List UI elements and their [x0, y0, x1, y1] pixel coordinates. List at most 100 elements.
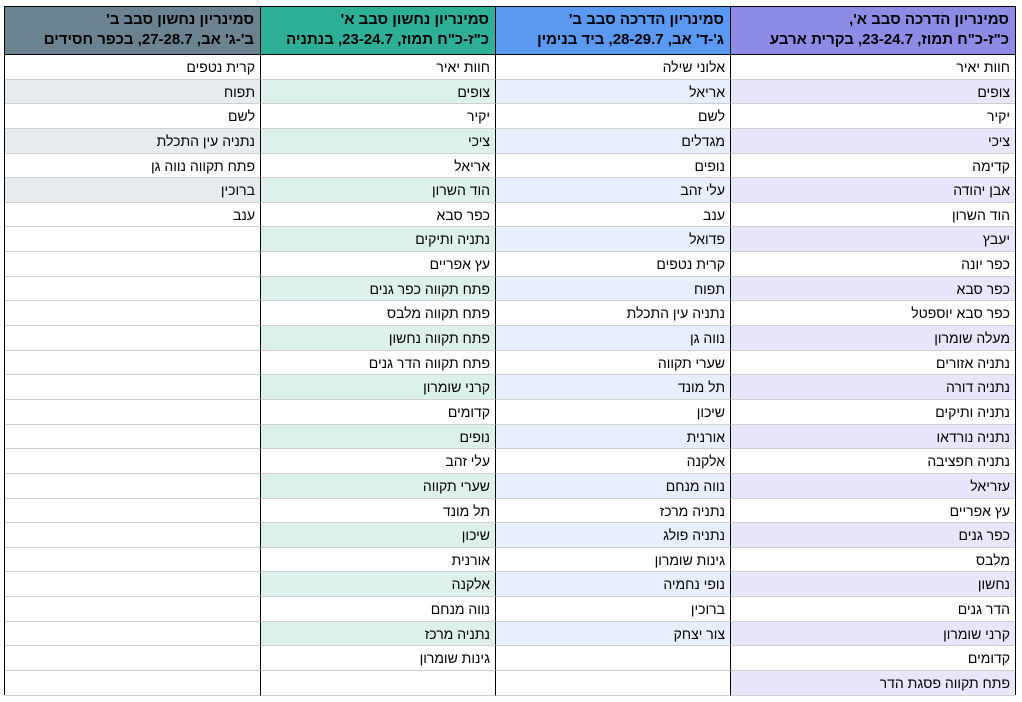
table-cell[interactable]: נופים: [260, 424, 495, 450]
column-header-1[interactable]: סמינריון הדרכה סבב א', כ"ז-כ"ח תמוז, 23-2…: [730, 7, 1015, 55]
table-cell[interactable]: עלי זהב: [260, 449, 495, 474]
table-cell[interactable]: עזריאל: [730, 473, 1015, 499]
table-cell[interactable]: נופים: [495, 153, 730, 179]
table-cell[interactable]: הדר גנים: [730, 597, 1015, 622]
table-cell[interactable]: [5, 621, 260, 647]
table-cell[interactable]: צור יצחק: [495, 621, 730, 647]
table-cell[interactable]: פתח תקווה נחשון: [260, 326, 495, 351]
table-cell[interactable]: ענב: [5, 202, 260, 228]
table-cell[interactable]: שערי תקווה: [495, 350, 730, 376]
table-cell[interactable]: עץ אפריים: [260, 252, 495, 277]
table-cell[interactable]: [5, 399, 260, 425]
table-cell[interactable]: אריאל: [495, 79, 730, 105]
table-cell[interactable]: צופים: [260, 79, 495, 105]
table-cell[interactable]: [5, 301, 260, 327]
table-cell[interactable]: נווה גן: [495, 326, 730, 351]
table-cell[interactable]: אריאל: [260, 153, 495, 179]
table-cell[interactable]: נחשון: [730, 572, 1015, 598]
table-cell[interactable]: פתח תקווה נווה גן: [5, 153, 260, 179]
column-header-3[interactable]: סמינריון נחשון סבב א' כ"ז-כ"ח תמוז, 23-24…: [260, 7, 495, 55]
table-cell[interactable]: נתניה עין התכלת: [5, 128, 260, 154]
table-cell[interactable]: קדומים: [730, 646, 1015, 672]
table-cell[interactable]: פתח תקווה כפר גנים: [260, 276, 495, 302]
table-cell[interactable]: עץ אפריים: [730, 498, 1015, 524]
table-cell[interactable]: [5, 597, 260, 622]
table-cell[interactable]: שיכון: [495, 399, 730, 425]
table-cell[interactable]: כפר גנים: [730, 523, 1015, 548]
table-cell[interactable]: כפר סבא: [260, 202, 495, 228]
table-cell[interactable]: פתח תקווה הדר גנים: [260, 350, 495, 376]
table-cell[interactable]: נתניה ותיקים: [730, 399, 1015, 425]
table-cell[interactable]: ענב: [495, 202, 730, 228]
table-cell[interactable]: קרית נטפים: [495, 252, 730, 277]
table-cell[interactable]: אבן יהודה: [730, 178, 1015, 203]
table-cell[interactable]: כפר סבא: [730, 276, 1015, 302]
table-cell[interactable]: נתניה ותיקים: [260, 227, 495, 253]
table-cell[interactable]: גינות שומרון: [260, 646, 495, 672]
table-cell[interactable]: שיכון: [260, 523, 495, 548]
table-cell[interactable]: נתניה אזורים: [730, 350, 1015, 376]
table-cell[interactable]: [5, 646, 260, 672]
table-cell[interactable]: כפר סבא יוספטל: [730, 301, 1015, 327]
table-cell[interactable]: מעלה שומרון: [730, 326, 1015, 351]
table-cell[interactable]: הוד השרון: [730, 202, 1015, 228]
table-cell[interactable]: לשם: [5, 104, 260, 129]
table-cell[interactable]: צופים: [730, 79, 1015, 105]
table-cell[interactable]: אלוני שילה: [495, 55, 730, 80]
table-cell[interactable]: יקיר: [730, 104, 1015, 129]
table-cell[interactable]: ברוכין: [5, 178, 260, 203]
table-cell[interactable]: נתניה מרכז: [495, 498, 730, 524]
table-cell[interactable]: קדימה: [730, 153, 1015, 179]
table-cell[interactable]: הוד השרון: [260, 178, 495, 203]
table-cell[interactable]: קרני שומרון: [260, 375, 495, 400]
table-cell[interactable]: [495, 646, 730, 672]
table-cell[interactable]: תפוח: [495, 276, 730, 302]
table-cell[interactable]: לשם: [495, 104, 730, 129]
table-cell[interactable]: [5, 671, 260, 696]
table-cell[interactable]: [5, 572, 260, 598]
table-cell[interactable]: יקיר: [260, 104, 495, 129]
table-cell[interactable]: [495, 671, 730, 696]
table-cell[interactable]: נתניה נורדאו: [730, 424, 1015, 450]
table-cell[interactable]: [5, 276, 260, 302]
table-cell[interactable]: פדואל: [495, 227, 730, 253]
table-cell[interactable]: אורנית: [495, 424, 730, 450]
table-cell[interactable]: ציכי: [730, 128, 1015, 154]
table-cell[interactable]: נתניה פולג: [495, 523, 730, 548]
table-cell[interactable]: [5, 547, 260, 573]
table-cell[interactable]: ציכי: [260, 128, 495, 154]
table-cell[interactable]: חוות יאיר: [260, 55, 495, 80]
table-cell[interactable]: פתח תקווה פסגת הדר: [730, 671, 1015, 696]
table-cell[interactable]: [260, 671, 495, 696]
table-cell[interactable]: [5, 326, 260, 351]
table-cell[interactable]: נתניה מרכז: [260, 621, 495, 647]
table-cell[interactable]: נווה מנחם: [260, 597, 495, 622]
column-header-4[interactable]: סמינריון נחשון סבב ב' ב'-ג' אב, 27-28.7, …: [5, 7, 260, 55]
table-cell[interactable]: [5, 449, 260, 474]
table-cell[interactable]: תפוח: [5, 79, 260, 105]
table-cell[interactable]: [5, 350, 260, 376]
table-cell[interactable]: פתח תקווה מלבס: [260, 301, 495, 327]
table-cell[interactable]: מלבס: [730, 547, 1015, 573]
table-cell[interactable]: [5, 473, 260, 499]
table-cell[interactable]: נופי נחמיה: [495, 572, 730, 598]
table-cell[interactable]: [5, 424, 260, 450]
table-cell[interactable]: גינות שומרון: [495, 547, 730, 573]
table-cell[interactable]: ברוכין: [495, 597, 730, 622]
table-cell[interactable]: [5, 375, 260, 400]
table-cell[interactable]: קדומים: [260, 399, 495, 425]
table-cell[interactable]: [5, 523, 260, 548]
table-cell[interactable]: עלי זהב: [495, 178, 730, 203]
table-cell[interactable]: [5, 252, 260, 277]
table-cell[interactable]: תל מונד: [260, 498, 495, 524]
table-cell[interactable]: נווה מנחם: [495, 473, 730, 499]
table-cell[interactable]: חוות יאיר: [730, 55, 1015, 80]
table-cell[interactable]: יעבץ: [730, 227, 1015, 253]
table-cell[interactable]: תל מונד: [495, 375, 730, 400]
table-cell[interactable]: שערי תקווה: [260, 473, 495, 499]
table-cell[interactable]: אלקנה: [495, 449, 730, 474]
table-cell[interactable]: קרני שומרון: [730, 621, 1015, 647]
table-cell[interactable]: [5, 227, 260, 253]
column-header-2[interactable]: סמינריון הדרכה סבב ב' ג'-ד' אב, 28-29.7, …: [495, 7, 730, 55]
table-cell[interactable]: מגדלים: [495, 128, 730, 154]
